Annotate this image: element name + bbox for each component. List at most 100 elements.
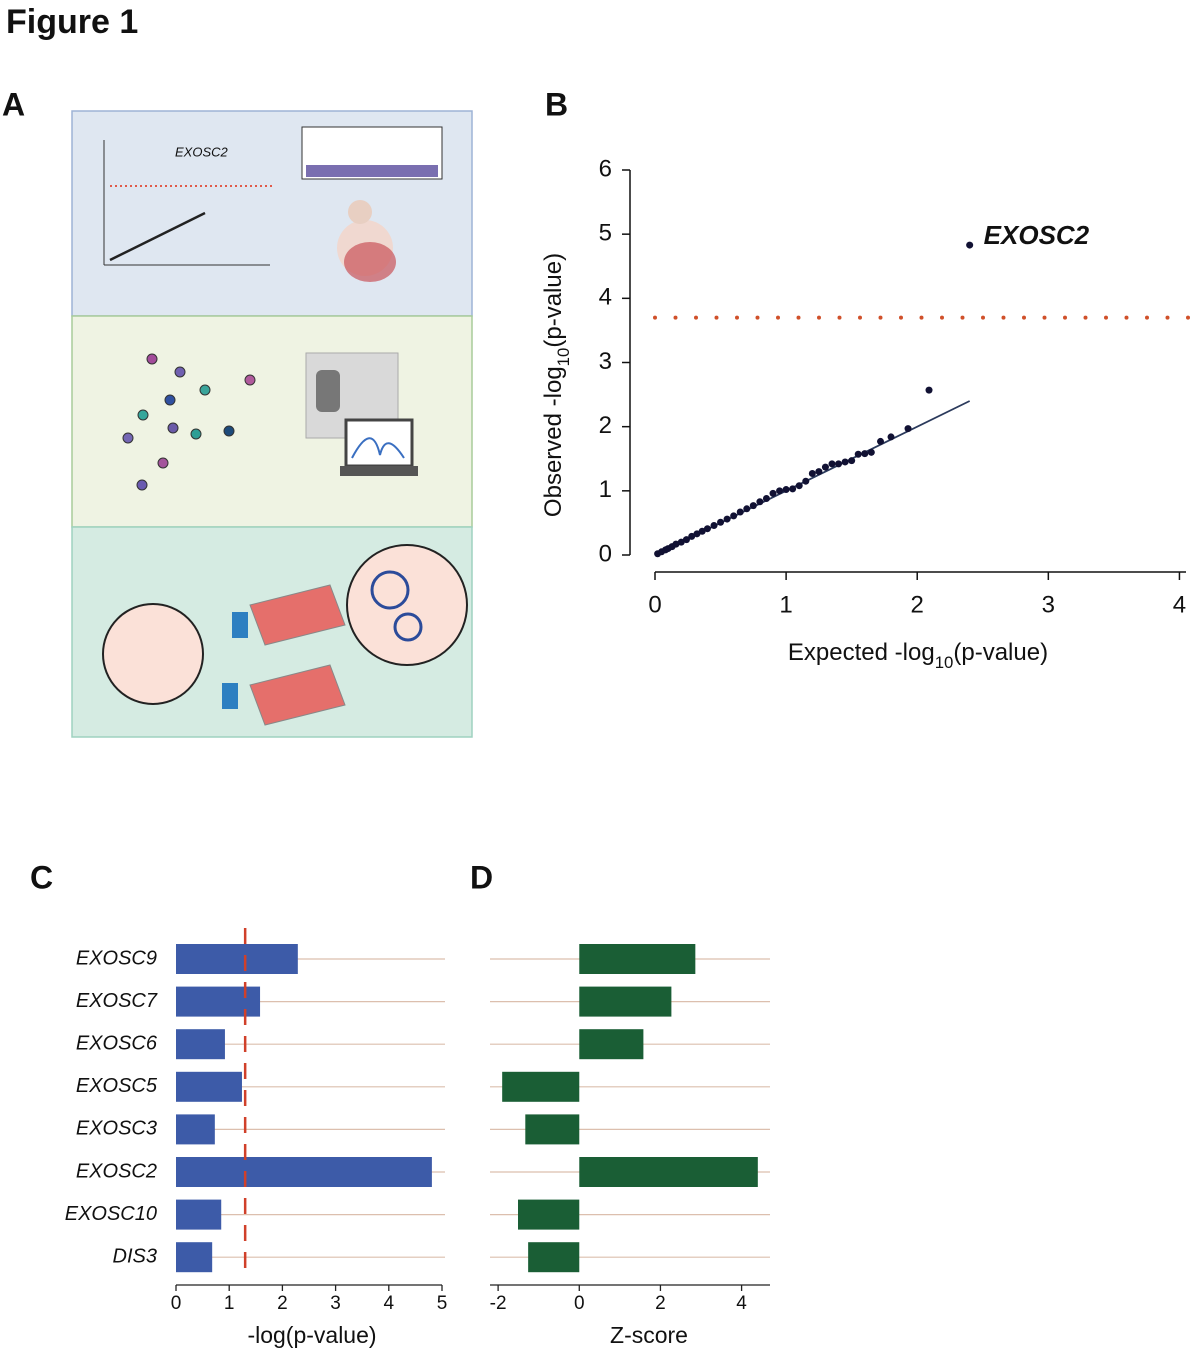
point — [789, 485, 797, 493]
bar — [176, 1114, 215, 1145]
x-axis-label: Expected -log10(p-value) — [788, 639, 1048, 672]
x-tick-label: -2 — [490, 1293, 507, 1314]
point — [848, 457, 856, 465]
category-label: EXOSC6 — [76, 1032, 158, 1054]
point — [925, 386, 933, 394]
x-tick-label: 0 — [648, 591, 661, 618]
point — [756, 498, 764, 506]
point — [682, 536, 690, 544]
point — [802, 477, 810, 485]
x-axis-label-subscript: 10 — [935, 653, 954, 672]
bar — [176, 986, 261, 1017]
category-label: EXOSC2 — [76, 1160, 157, 1182]
bar — [579, 1157, 758, 1187]
point — [808, 470, 816, 478]
bar — [176, 1029, 225, 1060]
panel-label: A — [2, 86, 25, 122]
y-tick-label: 6 — [599, 155, 612, 182]
category-label: DIS3 — [113, 1245, 157, 1267]
point — [730, 512, 738, 520]
y-axis-label-text: Observed -log — [540, 366, 567, 517]
category-label: EXOSC3 — [76, 1118, 157, 1140]
inset-text: EXOSC2 — [175, 144, 229, 159]
point — [867, 448, 875, 456]
bar — [528, 1242, 580, 1273]
point — [749, 502, 757, 510]
x-tick-label: 2 — [277, 1293, 288, 1314]
x-tick-label: 1 — [779, 591, 792, 618]
y-axis-label-subscript: 10 — [554, 348, 573, 367]
y-axis-label-suffix: (p-value) — [540, 253, 567, 348]
x-tick-label: 3 — [1042, 591, 1055, 618]
point — [877, 437, 885, 445]
y-axis-label: Observed -log10(p-value) — [540, 253, 573, 517]
point — [693, 530, 701, 538]
x-tick-label: 0 — [574, 1293, 585, 1314]
point — [717, 518, 725, 526]
x-axis-label: Z-score — [610, 1322, 688, 1348]
point — [677, 538, 685, 546]
category-label: EXOSC5 — [76, 1075, 158, 1097]
x-tick-label: 5 — [437, 1293, 448, 1314]
point — [904, 425, 912, 433]
x-tick-label: 2 — [911, 591, 924, 618]
point — [736, 508, 744, 516]
annotation: EXOSC2 — [984, 220, 1090, 250]
panel-label: C — [30, 859, 53, 895]
point — [828, 460, 836, 468]
y-tick-label: 0 — [599, 540, 612, 567]
point — [776, 487, 784, 495]
bar — [579, 986, 672, 1017]
bar — [518, 1199, 580, 1230]
bar — [525, 1114, 580, 1145]
point — [861, 450, 869, 458]
bar — [176, 1242, 213, 1273]
bar — [502, 1071, 580, 1102]
x-tick-label: 4 — [384, 1293, 395, 1314]
category-label: EXOSC7 — [76, 990, 158, 1012]
y-tick-label: 3 — [599, 348, 612, 375]
category-label: EXOSC10 — [65, 1203, 157, 1225]
point — [854, 450, 862, 458]
point — [841, 458, 849, 466]
y-tick-label: 1 — [599, 476, 612, 503]
bar — [176, 1071, 242, 1102]
x-tick-label: 4 — [1173, 591, 1186, 618]
point — [723, 515, 731, 523]
point — [688, 532, 696, 540]
point — [966, 241, 974, 249]
point — [782, 486, 790, 494]
x-tick-label: 3 — [330, 1293, 341, 1314]
y-tick-label: 5 — [599, 220, 612, 247]
point — [762, 495, 770, 503]
bar — [176, 1199, 222, 1230]
panel-label: B — [545, 86, 568, 122]
x-tick-label: 1 — [224, 1293, 235, 1314]
x-axis-label-suffix: (p-value) — [953, 639, 1048, 666]
bar — [579, 944, 696, 974]
point — [887, 433, 895, 441]
point — [815, 468, 823, 476]
x-tick-label: 4 — [736, 1293, 747, 1314]
category-label: EXOSC9 — [76, 947, 157, 969]
x-axis-label: -log(p-value) — [247, 1322, 376, 1348]
point — [835, 460, 843, 468]
point — [769, 489, 777, 497]
point — [703, 525, 711, 533]
point — [698, 527, 706, 535]
illustration — [71, 110, 473, 738]
x-tick-label: 2 — [655, 1293, 666, 1314]
x-tick-label: 0 — [171, 1293, 182, 1314]
point — [795, 482, 803, 490]
point — [743, 505, 751, 513]
y-tick-label: 2 — [599, 412, 612, 439]
figure-title: Figure 1 — [6, 3, 138, 41]
point — [710, 521, 718, 529]
point — [821, 463, 829, 471]
panel-label: D — [470, 859, 493, 895]
bar — [176, 1157, 432, 1187]
y-tick-label: 4 — [599, 284, 612, 311]
x-axis-label-text: Expected -log — [788, 639, 935, 666]
bar — [579, 1029, 644, 1060]
